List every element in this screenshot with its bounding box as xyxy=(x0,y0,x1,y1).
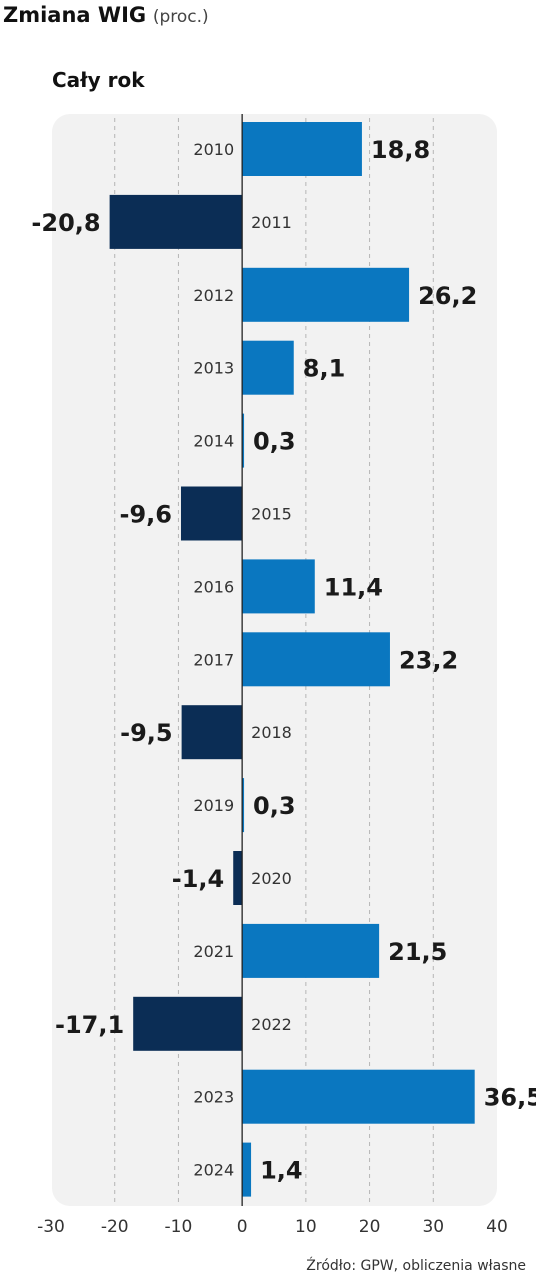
year-label: 2023 xyxy=(193,1088,234,1107)
year-label: 2024 xyxy=(193,1161,234,1180)
year-label: 2010 xyxy=(193,140,234,159)
bar-2023 xyxy=(242,1069,475,1124)
x-tick-label: -10 xyxy=(165,1217,193,1237)
year-label: 2012 xyxy=(193,286,234,305)
bar-2011 xyxy=(109,194,243,249)
bar-2022 xyxy=(133,996,243,1051)
bar-2015 xyxy=(180,486,243,541)
x-tick-label: 20 xyxy=(359,1217,381,1237)
year-label: 2018 xyxy=(251,723,292,742)
data-label: 23,2 xyxy=(399,646,458,674)
data-label: 18,8 xyxy=(371,136,430,164)
year-label: 2020 xyxy=(251,869,292,888)
data-label: -9,6 xyxy=(119,501,171,529)
data-label: 1,4 xyxy=(260,1157,303,1185)
bar-2010 xyxy=(242,122,362,176)
chart-subtitle: Cały rok xyxy=(52,68,145,92)
data-label: -17,1 xyxy=(55,1011,124,1039)
data-label: 0,3 xyxy=(253,792,296,820)
x-tick-label: 40 xyxy=(486,1217,508,1237)
data-label: 0,3 xyxy=(253,428,296,456)
bar-2013 xyxy=(242,340,294,395)
year-label: 2016 xyxy=(193,577,234,596)
bar-2014 xyxy=(242,413,245,468)
data-label: 26,2 xyxy=(418,282,477,310)
bar-2012 xyxy=(242,267,410,322)
x-tick-label: 0 xyxy=(237,1217,248,1237)
bar-2016 xyxy=(242,559,315,614)
data-label: 11,4 xyxy=(324,573,383,601)
bar-2019 xyxy=(242,778,245,833)
data-label: 36,5 xyxy=(484,1084,536,1112)
year-label: 2019 xyxy=(193,796,234,815)
title-main: Zmiana WIG xyxy=(3,3,147,27)
data-label: -20,8 xyxy=(31,209,100,237)
year-label: 2022 xyxy=(251,1015,292,1034)
data-label: -9,5 xyxy=(120,719,172,747)
data-label: 21,5 xyxy=(388,938,447,966)
bar-2017 xyxy=(242,632,390,687)
x-tick-label: -30 xyxy=(37,1217,65,1237)
year-label: 2011 xyxy=(251,213,292,232)
year-label: 2013 xyxy=(193,359,234,378)
x-tick-label: 10 xyxy=(295,1217,317,1237)
year-label: 2014 xyxy=(193,432,234,451)
x-tick-label: 30 xyxy=(422,1217,444,1237)
bar-2020 xyxy=(233,851,243,905)
bar-2021 xyxy=(242,923,380,978)
title-unit: (proc.) xyxy=(152,7,209,27)
source-note: Źródło: GPW, obliczenia własne xyxy=(306,1258,526,1274)
bar-2024 xyxy=(242,1142,252,1197)
year-label: 2015 xyxy=(251,505,292,524)
data-label: -1,4 xyxy=(172,865,224,893)
year-label: 2021 xyxy=(193,942,234,961)
data-label: 8,1 xyxy=(303,355,346,383)
chart-title: Zmiana WIG (proc.) xyxy=(3,3,209,27)
bar-2018 xyxy=(181,705,243,760)
x-tick-label: -20 xyxy=(101,1217,129,1237)
year-label: 2017 xyxy=(193,650,234,669)
